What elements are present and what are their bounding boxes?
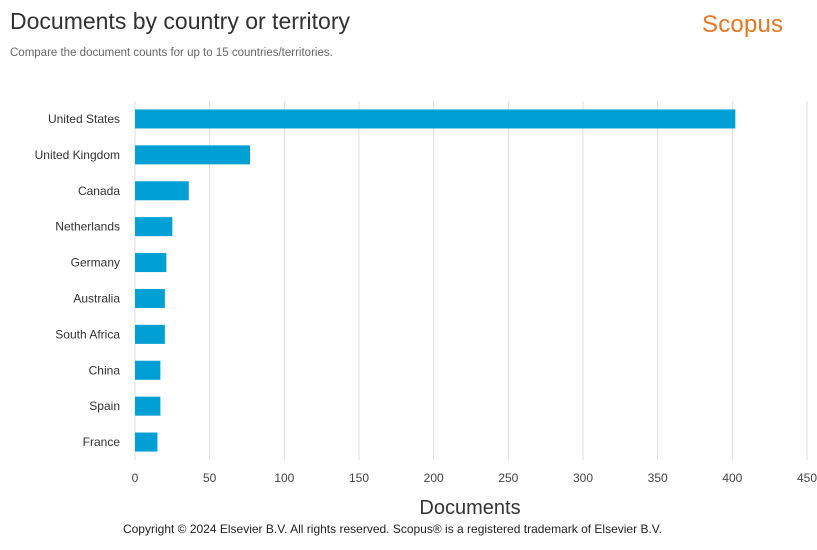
x-tick-label: 350 (648, 471, 668, 485)
category-label: Canada (78, 184, 120, 198)
x-tick-label: 150 (349, 471, 369, 485)
bar-south-africa[interactable] (135, 324, 165, 344)
category-label: France (83, 435, 121, 449)
x-tick-label: 200 (424, 471, 444, 485)
bar-china[interactable] (135, 360, 161, 380)
bar-united-states[interactable] (135, 109, 736, 129)
x-tick-label: 50 (203, 471, 217, 485)
category-label: South Africa (55, 327, 120, 341)
x-tick-label: 450 (797, 471, 817, 485)
category-label: Netherlands (55, 220, 120, 234)
bar-united-kingdom[interactable] (135, 145, 250, 165)
category-labels: United States United Kingdom Canada Netherl… (35, 112, 121, 449)
bar-france[interactable] (135, 432, 158, 452)
x-tick-label: 250 (498, 471, 518, 485)
category-label: Germany (71, 256, 120, 270)
x-tick-label: 400 (722, 471, 742, 485)
bar-australia[interactable] (135, 288, 165, 308)
x-tick-label: 300 (573, 471, 593, 485)
bar-germany[interactable] (135, 253, 167, 273)
category-label: China (89, 363, 121, 377)
grid-lines (134, 101, 808, 460)
copyright-notice: Copyright © 2024 Elsevier B.V. All right… (122, 522, 663, 536)
x-tick-label: 100 (274, 471, 294, 485)
category-label: Australia (73, 291, 120, 305)
category-label: United States (48, 112, 120, 126)
x-tick-label: 0 (132, 471, 139, 485)
bar-spain[interactable] (135, 396, 161, 416)
bar-canada[interactable] (135, 181, 189, 201)
category-label: United Kingdom (35, 148, 120, 162)
category-label: Spain (89, 399, 120, 413)
page-title: Documents by country or territory (10, 8, 351, 34)
page-subtitle: Compare the document counts for up to 15… (10, 47, 333, 59)
scopus-logo[interactable]: Scopus (702, 11, 784, 38)
bar-netherlands[interactable] (135, 217, 173, 237)
x-tick-labels: 0 50 100 150 200 250 300 350 400 450 (132, 471, 817, 485)
x-axis-label: Documents (419, 497, 520, 519)
bars (135, 109, 736, 452)
